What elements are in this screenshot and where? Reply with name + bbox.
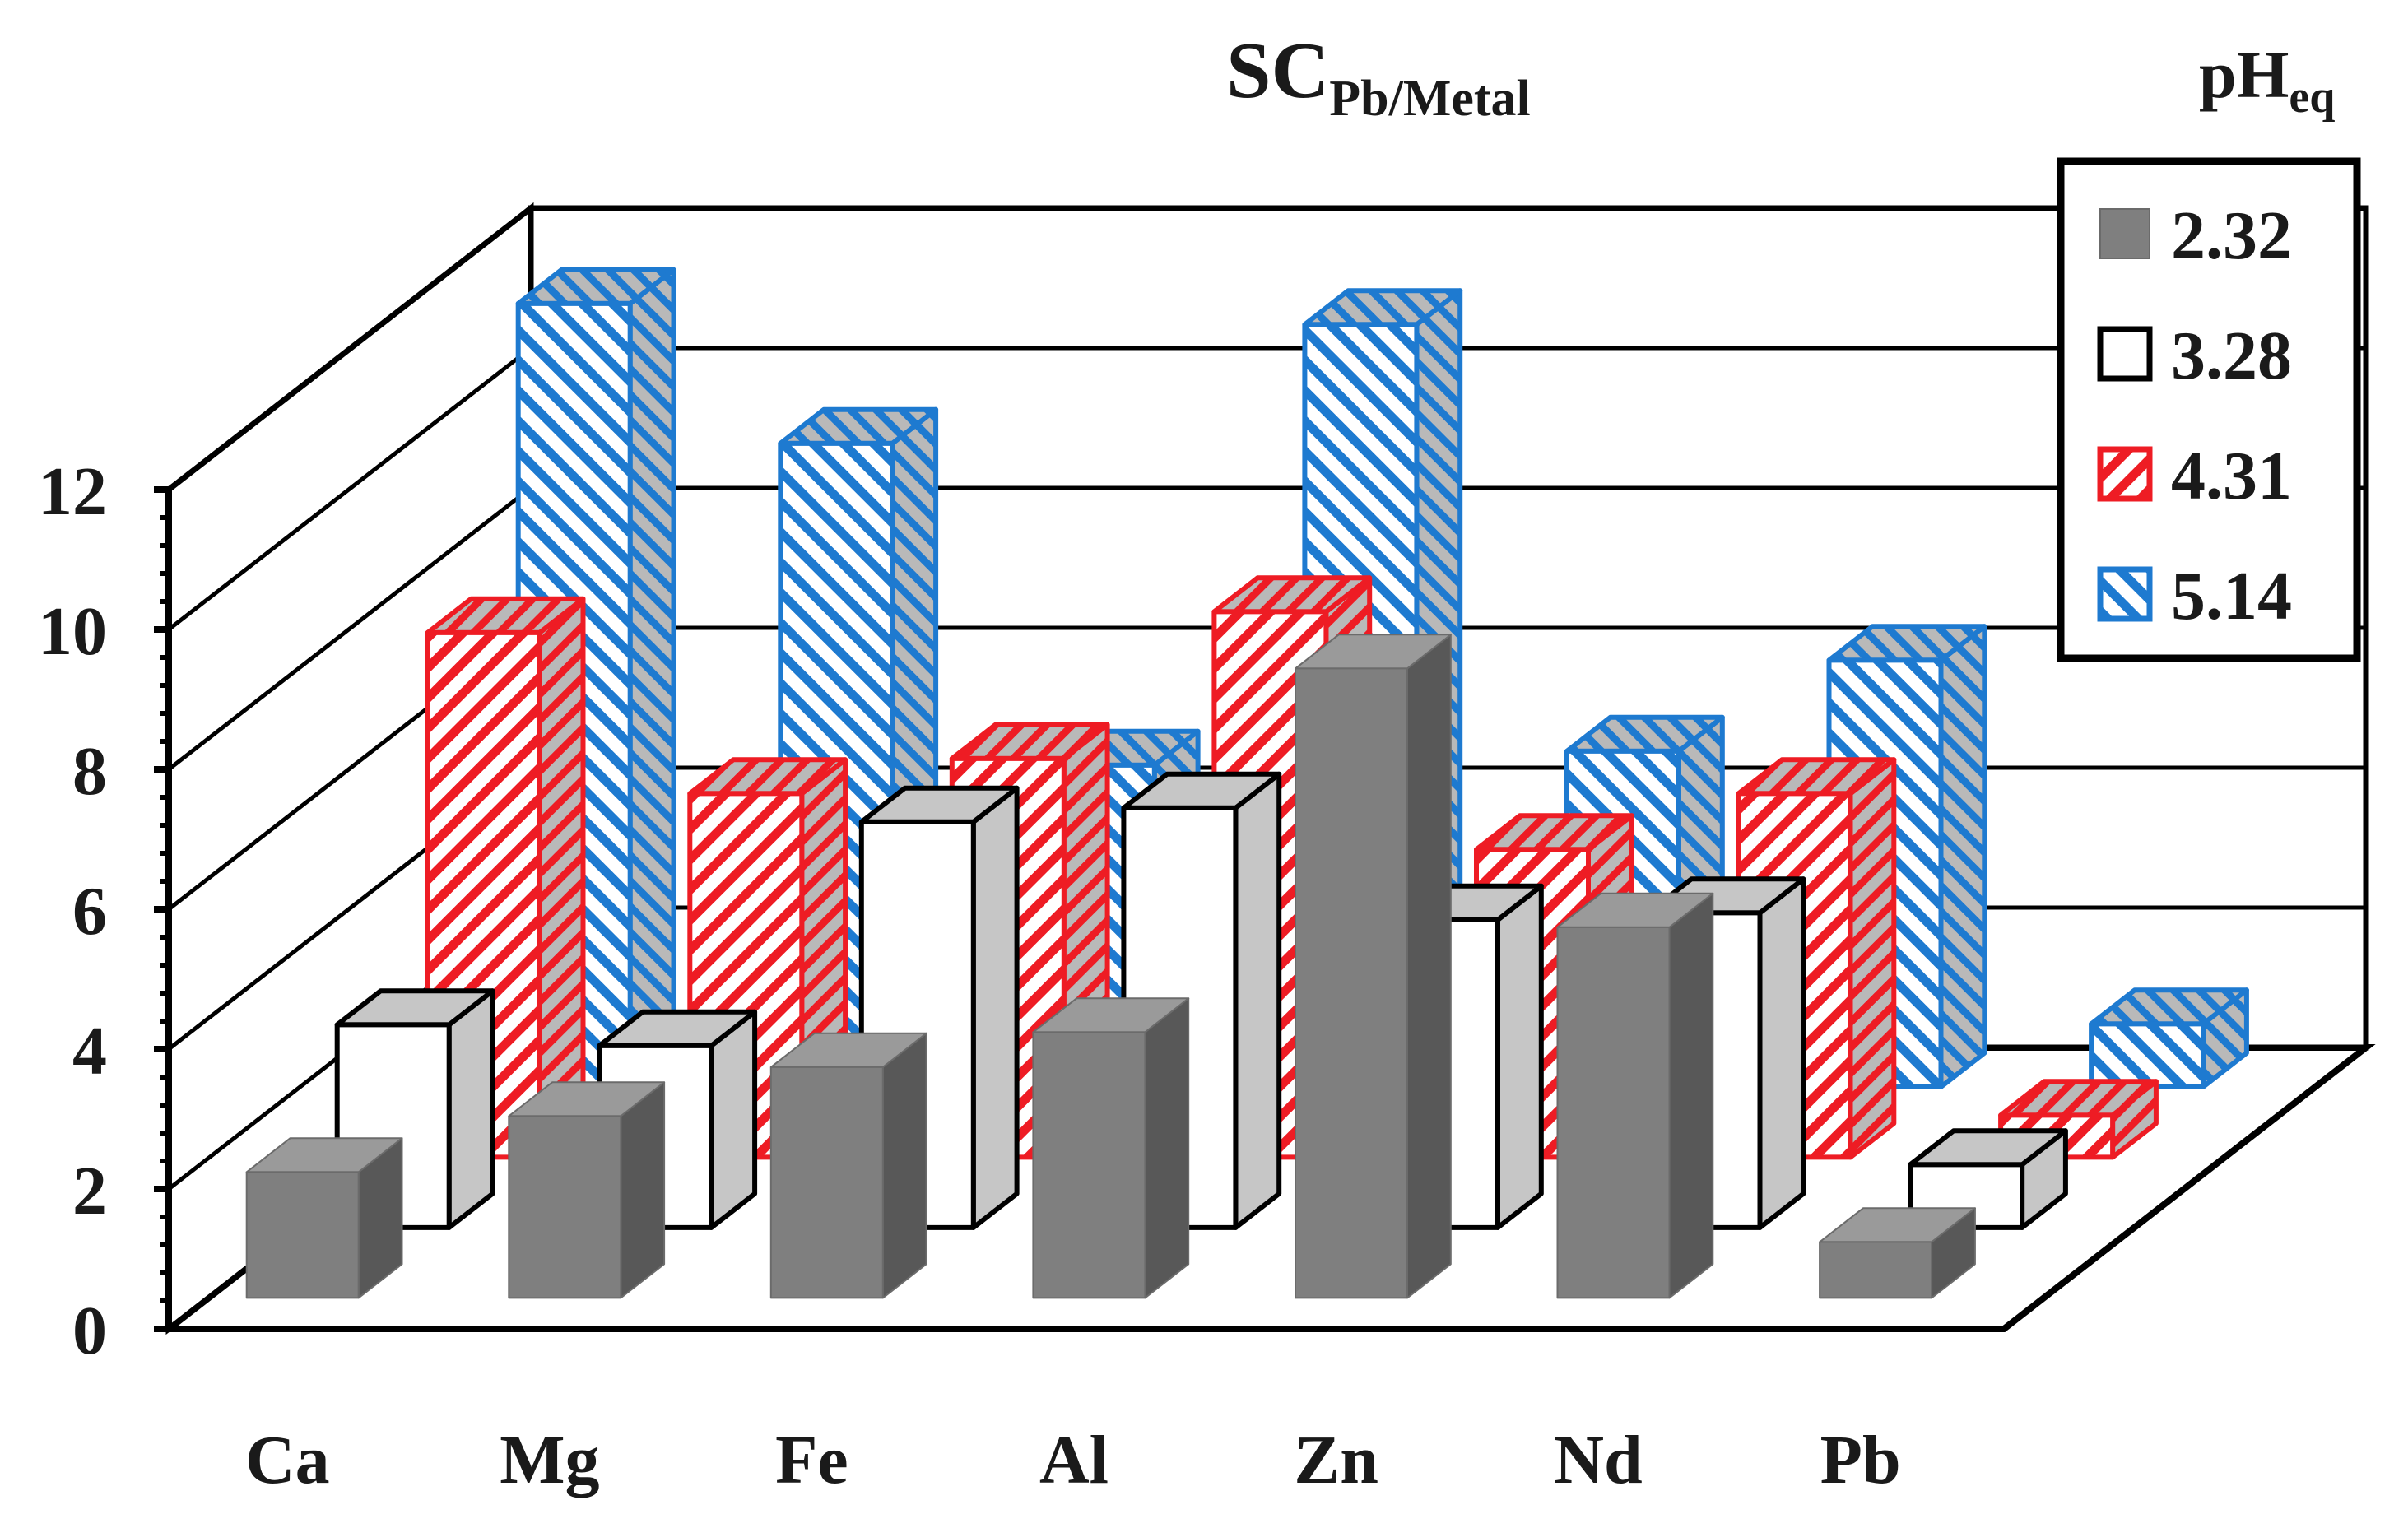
bar-side xyxy=(537,596,586,1160)
x-tick-label-Pb: Pb xyxy=(1820,1422,1901,1498)
y-tick-label: 8 xyxy=(72,733,107,810)
legend-item-3.28: 3.28 xyxy=(2097,318,2292,394)
x-tick-label-Nd: Nd xyxy=(1554,1422,1642,1498)
bar-front xyxy=(1032,1031,1146,1299)
x-tick-label-Ca: Ca xyxy=(245,1422,330,1498)
bar-side xyxy=(1848,757,1897,1160)
bar-2.32-Ca xyxy=(245,1137,403,1299)
y-tick-label: 0 xyxy=(72,1293,107,1369)
bar-2.32-Fe xyxy=(769,1032,927,1299)
bar-side xyxy=(1757,876,1806,1230)
y-tick-label: 2 xyxy=(72,1153,107,1229)
bar-side xyxy=(446,988,495,1230)
bar-side xyxy=(881,1032,927,1299)
svg-text:SCPb/Metal: SCPb/Metal xyxy=(1226,26,1531,127)
bar-2.32-Pb xyxy=(1819,1207,1976,1299)
y-tick-label: 4 xyxy=(72,1013,107,1089)
legend-label: 2.32 xyxy=(2171,197,2292,274)
bar-side xyxy=(1144,997,1190,1299)
bar-front xyxy=(1556,926,1671,1299)
bar-front xyxy=(1819,1241,1933,1299)
x-tick-label-Al: Al xyxy=(1039,1422,1109,1498)
gridline xyxy=(167,206,2366,491)
bar-2.32-Mg xyxy=(508,1081,666,1299)
legend-swatch xyxy=(2097,446,2153,502)
bar-side xyxy=(709,1009,758,1230)
chart-title: SCPb/Metal xyxy=(1226,26,1531,127)
bar-front xyxy=(245,1171,360,1299)
bar-side xyxy=(1406,634,1452,1299)
legend-label: 5.14 xyxy=(2171,558,2292,634)
bar-side xyxy=(620,1081,666,1299)
bar-side xyxy=(970,785,1020,1230)
legend-label: 3.28 xyxy=(2171,318,2292,394)
bar-2.32-Zn xyxy=(1295,634,1452,1299)
legend-swatch xyxy=(2097,326,2153,382)
bar-2.32-Nd xyxy=(1556,892,1714,1299)
y-tick-label: 10 xyxy=(38,593,107,670)
svg-text:pHeq: pHeq xyxy=(2199,37,2335,123)
legend-label: 4.31 xyxy=(2171,438,2292,514)
legend-item-2.32: 2.32 xyxy=(2099,197,2292,274)
legend-swatch xyxy=(2097,566,2153,622)
bar-5.14-Pb xyxy=(2089,987,2249,1089)
bar-front xyxy=(769,1066,884,1299)
legend-items: 2.32 3.28 4.31 5.14 xyxy=(2097,197,2292,634)
bar-side xyxy=(1938,624,1987,1089)
chart-bars xyxy=(245,267,2249,1299)
legend-item-5.14: 5.14 xyxy=(2097,558,2292,634)
y-axis-ticks: 0 2 4 6 8 10 12 xyxy=(38,453,169,1369)
x-tick-label-Mg: Mg xyxy=(500,1422,599,1498)
y-tick-label: 6 xyxy=(72,873,107,950)
y-tick-label: 12 xyxy=(38,453,107,530)
legend-title-main: pH xyxy=(2199,37,2289,112)
bar-2.32-Al xyxy=(1032,997,1190,1299)
x-axis-ticks: Ca Mg Fe Al Zn Nd Pb xyxy=(245,1422,1901,1498)
bar-side xyxy=(1495,883,1544,1230)
legend: pHeq 2.32 3.28 4.31 5.14 xyxy=(2057,37,2361,662)
bar-front xyxy=(2089,1021,2206,1089)
legend-swatch xyxy=(2099,208,2150,259)
legend-item-4.31: 4.31 xyxy=(2097,438,2292,514)
x-tick-label-Fe: Fe xyxy=(775,1422,848,1498)
x-tick-label-Zn: Zn xyxy=(1294,1422,1378,1498)
bar-front xyxy=(1295,667,1408,1299)
chart-title-main: SC xyxy=(1226,26,1329,115)
legend-title-sub: eq xyxy=(2289,72,2335,123)
bar-3.28-Pb xyxy=(1908,1128,2068,1230)
bar-side xyxy=(1233,771,1282,1230)
bar-side xyxy=(627,267,676,1089)
chart-title-sub: Pb/Metal xyxy=(1329,71,1531,127)
bar-front xyxy=(508,1115,622,1299)
bar-side xyxy=(1668,892,1714,1299)
